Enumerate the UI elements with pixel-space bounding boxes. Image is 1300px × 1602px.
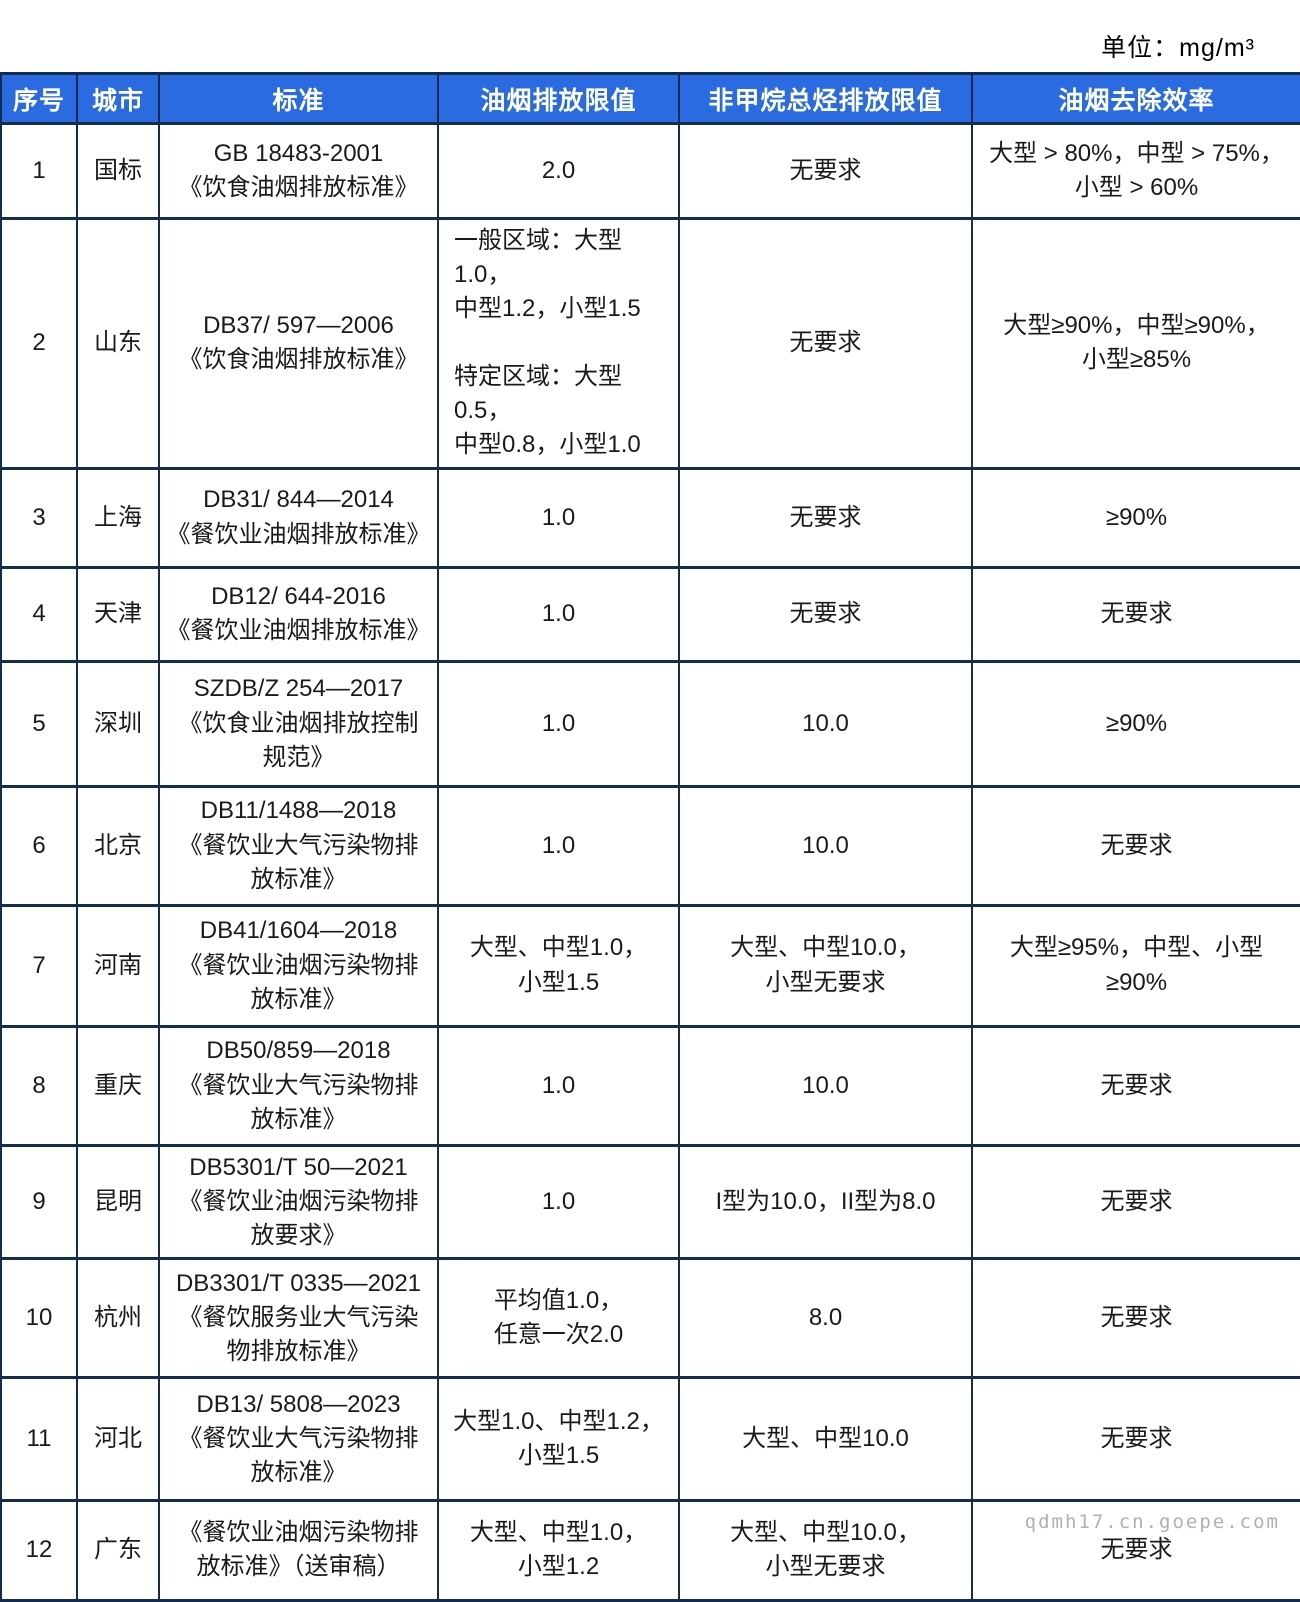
cell-fume-limit: 平均值1.0， 任意一次2.0 bbox=[437, 1256, 680, 1379]
cell-index: 1 bbox=[0, 122, 78, 220]
cell-removal-efficiency: 无要求 bbox=[971, 1375, 1300, 1502]
cell-nmhc-limit: 无要求 bbox=[678, 466, 973, 569]
cell-nmhc-limit: 10.0 bbox=[678, 1024, 973, 1147]
table-row: 11 河北 DB13/ 5808—2023 《餐饮业大气污染物排 放标准》 大型1.0… bbox=[0, 1375, 1300, 1502]
cell-city: 河北 bbox=[76, 1375, 160, 1502]
watermark: qdmh17.cn.goepe.com bbox=[1024, 1511, 1280, 1533]
cell-standard: DB3301/T 0335—2021 《餐饮服务业大气污染 物排放标准》 bbox=[158, 1256, 439, 1379]
cell-standard: DB31/ 844—2014 《餐饮业油烟排放标准》 bbox=[158, 466, 439, 569]
cell-fume-limit: 一般区域：大型1.0， 中型1.2，小型1.5 特定区域：大型0.5， 中型0.… bbox=[437, 217, 680, 470]
table-header: 序号 城市 标准 油烟排放限值 非甲烷总烃排放限值 油烟去除效率 bbox=[0, 72, 1300, 125]
cell-fume-limit: 2.0 bbox=[437, 122, 680, 220]
cell-removal-efficiency: 大型≥95%，中型、小型 ≥90% bbox=[971, 903, 1300, 1028]
cell-city: 山东 bbox=[76, 217, 160, 470]
cell-standard: DB11/1488—2018 《餐饮业大气污染物排 放标准》 bbox=[158, 784, 439, 907]
cell-fume-limit: 1.0 bbox=[437, 1024, 680, 1147]
cell-removal-efficiency: ≥90% bbox=[971, 659, 1300, 788]
table-row: 10 杭州 DB3301/T 0335—2021 《餐饮服务业大气污染 物排放标准》… bbox=[0, 1256, 1300, 1379]
cell-standard: DB37/ 597—2006 《饮食油烟排放标准》 bbox=[158, 217, 439, 470]
cell-removal-efficiency: 无要求 bbox=[971, 1024, 1300, 1147]
col-header-city: 城市 bbox=[76, 72, 160, 125]
header-row: 序号 城市 标准 油烟排放限值 非甲烷总烃排放限值 油烟去除效率 bbox=[0, 72, 1300, 125]
table-row: 9 昆明 DB5301/T 50—2021 《餐饮业油烟污染物排 放要求》 1.0 I型… bbox=[0, 1143, 1300, 1260]
table-row: 2 山东 DB37/ 597—2006 《饮食油烟排放标准》 一般区域：大型1.0， … bbox=[0, 217, 1300, 470]
table-row: 6 北京 DB11/1488—2018 《餐饮业大气污染物排 放标准》 1.0 10.0… bbox=[0, 784, 1300, 907]
cell-index: 4 bbox=[0, 565, 78, 663]
cell-fume-limit: 1.0 bbox=[437, 466, 680, 569]
cell-removal-efficiency: 无要求 bbox=[971, 1256, 1300, 1379]
cell-index: 6 bbox=[0, 784, 78, 907]
cell-fume-limit: 大型、中型1.0， 小型1.5 bbox=[437, 903, 680, 1028]
col-header-fume-limit: 油烟排放限值 bbox=[437, 72, 680, 125]
cell-removal-efficiency: 无要求 bbox=[971, 565, 1300, 663]
cell-city: 上海 bbox=[76, 466, 160, 569]
cell-fume-limit: 1.0 bbox=[437, 659, 680, 788]
cell-index: 5 bbox=[0, 659, 78, 788]
table-row: 5 深圳 SZDB/Z 254—2017 《饮食业油烟排放控制 规范》 1.0 10.0… bbox=[0, 659, 1300, 788]
table-row: 8 重庆 DB50/859—2018 《餐饮业大气污染物排 放标准》 1.0 10.0 无… bbox=[0, 1024, 1300, 1147]
cell-nmhc-limit: 无要求 bbox=[678, 565, 973, 663]
col-header-index: 序号 bbox=[0, 72, 78, 125]
cell-standard: DB13/ 5808—2023 《餐饮业大气污染物排 放标准》 bbox=[158, 1375, 439, 1502]
cell-removal-efficiency: 大型≥90%，中型≥90%， 小型≥85% bbox=[971, 217, 1300, 470]
cell-index: 9 bbox=[0, 1143, 78, 1260]
cell-standard: DB12/ 644-2016 《餐饮业油烟排放标准》 bbox=[158, 565, 439, 663]
cell-nmhc-limit: 大型、中型10.0， 小型无要求 bbox=[678, 1498, 973, 1602]
cell-removal-efficiency: 无要求 bbox=[971, 784, 1300, 907]
cell-city: 昆明 bbox=[76, 1143, 160, 1260]
cell-city: 国标 bbox=[76, 122, 160, 220]
emission-standards-table: 序号 城市 标准 油烟排放限值 非甲烷总烃排放限值 油烟去除效率 1 国标 GB 1… bbox=[0, 72, 1300, 1602]
cell-removal-efficiency: 无要求 bbox=[971, 1143, 1300, 1260]
cell-standard: DB50/859—2018 《餐饮业大气污染物排 放标准》 bbox=[158, 1024, 439, 1147]
unit-label: 单位：mg/m³ bbox=[1101, 34, 1255, 62]
cell-index: 11 bbox=[0, 1375, 78, 1502]
cell-city: 深圳 bbox=[76, 659, 160, 788]
cell-standard: DB5301/T 50—2021 《餐饮业油烟污染物排 放要求》 bbox=[158, 1143, 439, 1260]
cell-standard: DB41/1604—2018 《餐饮业油烟污染物排 放标准》 bbox=[158, 903, 439, 1028]
cell-index: 7 bbox=[0, 903, 78, 1028]
col-header-nmhc-limit: 非甲烷总烃排放限值 bbox=[678, 72, 973, 125]
cell-fume-limit: 1.0 bbox=[437, 565, 680, 663]
cell-nmhc-limit: 无要求 bbox=[678, 122, 973, 220]
table-row: 1 国标 GB 18483-2001 《饮食油烟排放标准》 2.0 无要求 大型 > 80… bbox=[0, 122, 1300, 220]
cell-nmhc-limit: 无要求 bbox=[678, 217, 973, 470]
table-body: 1 国标 GB 18483-2001 《饮食油烟排放标准》 2.0 无要求 大型 > 80… bbox=[0, 122, 1300, 1602]
cell-index: 3 bbox=[0, 466, 78, 569]
cell-index: 12 bbox=[0, 1498, 78, 1602]
table-row: 7 河南 DB41/1604—2018 《餐饮业油烟污染物排 放标准》 大型、中型1.… bbox=[0, 903, 1300, 1028]
cell-city: 河南 bbox=[76, 903, 160, 1028]
cell-nmhc-limit: 8.0 bbox=[678, 1256, 973, 1379]
cell-removal-efficiency: ≥90% bbox=[971, 466, 1300, 569]
cell-city: 广东 bbox=[76, 1498, 160, 1602]
cell-nmhc-limit: 大型、中型10.0 bbox=[678, 1375, 973, 1502]
cell-fume-limit: 大型1.0、中型1.2， 小型1.5 bbox=[437, 1375, 680, 1502]
cell-standard: 《餐饮业油烟污染物排 放标准》（送审稿） bbox=[158, 1498, 439, 1602]
cell-nmhc-limit: 10.0 bbox=[678, 784, 973, 907]
cell-index: 2 bbox=[0, 217, 78, 470]
cell-city: 重庆 bbox=[76, 1024, 160, 1147]
cell-city: 北京 bbox=[76, 784, 160, 907]
cell-standard: GB 18483-2001 《饮食油烟排放标准》 bbox=[158, 122, 439, 220]
cell-fume-limit: 1.0 bbox=[437, 1143, 680, 1260]
table-row: 4 天津 DB12/ 644-2016 《餐饮业油烟排放标准》 1.0 无要求 无要求 bbox=[0, 565, 1300, 663]
cell-index: 10 bbox=[0, 1256, 78, 1379]
cell-standard: SZDB/Z 254—2017 《饮食业油烟排放控制 规范》 bbox=[158, 659, 439, 788]
cell-nmhc-limit: I型为10.0，II型为8.0 bbox=[678, 1143, 973, 1260]
cell-fume-limit: 大型、中型1.0， 小型1.2 bbox=[437, 1498, 680, 1602]
cell-nmhc-limit: 10.0 bbox=[678, 659, 973, 788]
col-header-standard: 标准 bbox=[158, 72, 439, 125]
cell-city: 杭州 bbox=[76, 1256, 160, 1379]
cell-removal-efficiency: 大型 > 80%，中型 > 75%， 小型 > 60% bbox=[971, 122, 1300, 220]
cell-index: 8 bbox=[0, 1024, 78, 1147]
table-row: 3 上海 DB31/ 844—2014 《餐饮业油烟排放标准》 1.0 无要求 ≥90% bbox=[0, 466, 1300, 569]
cell-city: 天津 bbox=[76, 565, 160, 663]
cell-fume-limit: 1.0 bbox=[437, 784, 680, 907]
col-header-removal-efficiency: 油烟去除效率 bbox=[971, 72, 1300, 125]
page: { "unit_label": "单位：mg/m³", "watermark":… bbox=[0, 34, 1300, 1602]
cell-nmhc-limit: 大型、中型10.0， 小型无要求 bbox=[678, 903, 973, 1028]
